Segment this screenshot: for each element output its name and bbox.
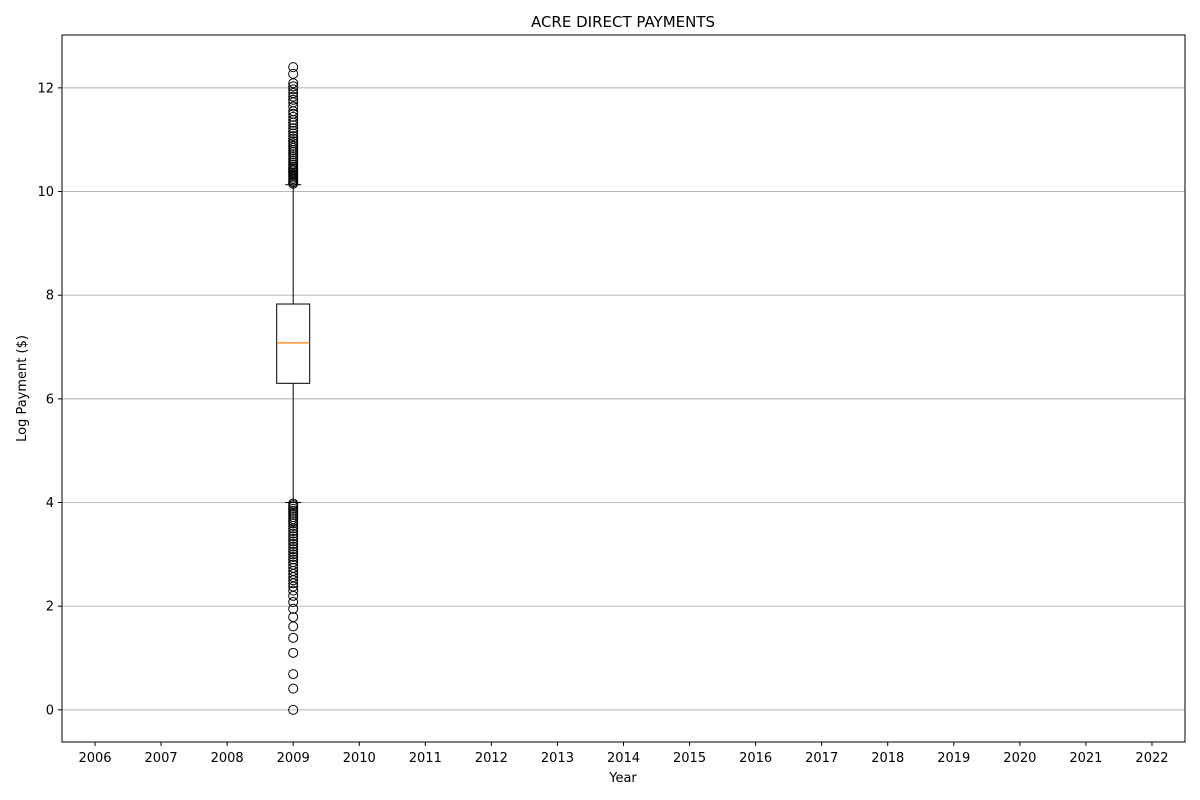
outlier-point — [288, 518, 299, 529]
x-tick-label: 2018 — [871, 751, 904, 766]
outlier-point — [288, 91, 299, 102]
x-tick-label: 2010 — [343, 751, 376, 766]
outlier-point — [288, 531, 299, 542]
outlier-point — [288, 597, 299, 608]
outlier-point — [288, 541, 299, 552]
x-tick-label: 2021 — [1069, 751, 1102, 766]
y-tick-label: 8 — [46, 289, 54, 304]
y-tick-label: 6 — [46, 392, 54, 407]
outlier-point — [288, 544, 299, 555]
outlier-point — [288, 551, 299, 562]
y-axis: 0 2 4 6 8 10 12 — [37, 81, 62, 718]
outlier-point — [288, 546, 299, 557]
outlier-point — [288, 125, 299, 136]
outlier-point — [288, 68, 299, 79]
x-tick-label: 2014 — [607, 751, 640, 766]
outlier-point — [288, 632, 299, 643]
x-tick-label: 2017 — [805, 751, 838, 766]
x-tick-label: 2015 — [673, 751, 706, 766]
x-tick-label: 2006 — [78, 751, 111, 766]
x-tick-label: 2011 — [409, 751, 442, 766]
outlier-point — [288, 704, 299, 715]
x-tick-label: 2007 — [145, 751, 178, 766]
outlier-point — [288, 84, 299, 95]
outlier-point — [288, 520, 299, 531]
outlier-point — [288, 585, 299, 596]
x-tick-label: 2012 — [475, 751, 508, 766]
x-tick-label: 2008 — [211, 751, 244, 766]
x-tick-label: 2022 — [1135, 751, 1168, 766]
outlier-point — [288, 523, 299, 534]
outlier-point — [288, 528, 299, 539]
outlier-point — [288, 178, 299, 189]
outlier-point — [288, 94, 299, 105]
outlier-point — [288, 669, 299, 680]
box-2009 — [276, 62, 311, 715]
outlier-point — [288, 590, 299, 601]
outlier-point — [288, 575, 299, 586]
outlier-point — [288, 78, 299, 89]
x-tick-label: 2019 — [937, 751, 970, 766]
outlier-point — [288, 549, 299, 560]
outlier-point — [288, 131, 299, 142]
outlier-point — [288, 533, 299, 544]
x-tick-label: 2016 — [739, 751, 772, 766]
outlier-point — [288, 647, 299, 658]
y-tick-label: 10 — [37, 185, 54, 200]
outlier-point — [288, 62, 299, 73]
x-tick-label: 2013 — [541, 751, 574, 766]
outlier-point — [288, 111, 299, 122]
outlier-point — [288, 621, 299, 632]
outlier-point — [288, 612, 299, 623]
y-axis-title: Log Payment ($) — [15, 335, 30, 442]
outlier-point — [288, 123, 299, 134]
outlier-point — [288, 578, 299, 589]
outlier-point — [288, 603, 299, 614]
x-tick-label: 2020 — [1003, 751, 1036, 766]
y-tick-label: 12 — [37, 81, 54, 96]
outlier-point — [288, 554, 299, 565]
outlier-point — [288, 117, 299, 128]
gridlines — [62, 87, 1185, 711]
outlier-point — [288, 101, 299, 112]
x-axis-title: Year — [608, 771, 637, 786]
outlier-point — [288, 526, 299, 537]
outlier-point — [288, 128, 299, 139]
outlier-point — [288, 536, 299, 547]
plot-frame — [61, 34, 1186, 743]
chart-title: ACRE DIRECT PAYMENTS — [531, 13, 715, 31]
x-axis: 2006 2007 2008 2009 2010 2011 2012 2013 2014 2015… — [78, 742, 1169, 766]
x-tick-label: 2009 — [277, 751, 310, 766]
outlier-point — [288, 115, 299, 126]
outlier-point — [288, 683, 299, 694]
y-tick-label: 2 — [46, 600, 54, 615]
outlier-point — [288, 81, 299, 92]
iqr-box — [276, 303, 311, 384]
y-tick-label: 0 — [46, 703, 54, 718]
box-series — [276, 62, 311, 715]
outlier-point — [288, 120, 299, 131]
y-tick-label: 4 — [46, 496, 54, 511]
outlier-point — [288, 538, 299, 549]
